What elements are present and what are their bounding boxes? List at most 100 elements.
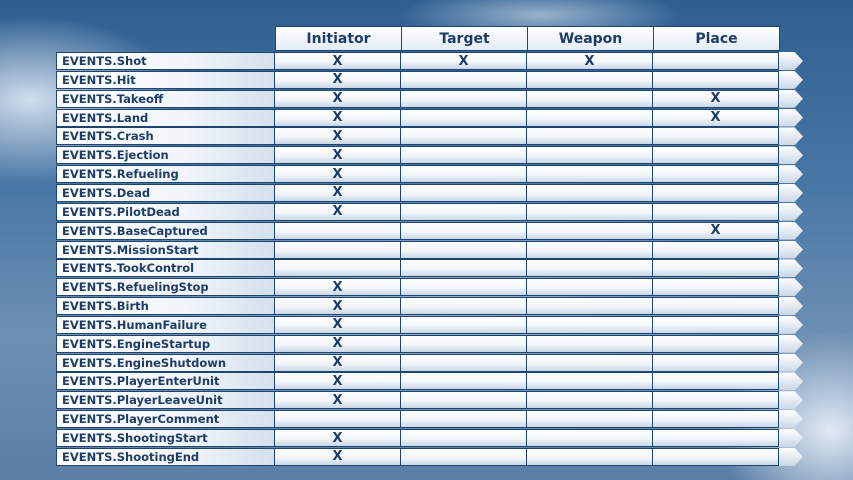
cell-initiator: X [275,89,401,108]
row-arrow-icon [779,146,803,165]
cell-weapon [527,89,653,108]
cell-initiator: X [275,52,401,70]
table-row: EVENTS.PlayerEnterUnit X [56,372,803,391]
event-name: EVENTS.Dead [56,183,275,202]
table-row: EVENTS.EngineStartup X [56,334,803,353]
row-arrow-icon [779,221,803,240]
table-row: EVENTS.Crash X [56,127,803,146]
row-arrow-icon [779,259,803,278]
cell-target [401,372,527,391]
table-row: EVENTS.PlayerLeaveUnit X [56,391,803,410]
table-row: EVENTS.ShootingEnd X [56,447,803,466]
row-arrow-icon [779,108,803,127]
cell-weapon [527,278,653,297]
cell-place [653,259,779,278]
cell-target [401,70,527,89]
cell-weapon [527,259,653,278]
cell-weapon [527,372,653,391]
cell-target [401,108,527,127]
event-name: EVENTS.PlayerComment [56,410,275,429]
cell-weapon [527,240,653,259]
table-row: EVENTS.RefuelingStop X [56,278,803,297]
cell-initiator: X [275,146,401,165]
cell-weapon [527,146,653,165]
cell-place: X [653,108,779,127]
cell-place [653,447,779,466]
cell-target [401,447,527,466]
cell-initiator [275,410,401,429]
cell-place [653,127,779,146]
table-row: EVENTS.EngineShutdown X [56,353,803,372]
event-name: EVENTS.RefuelingStop [56,278,275,297]
cell-target [401,240,527,259]
row-arrow-icon [779,240,803,259]
event-name: EVENTS.TookControl [56,259,275,278]
cell-target [401,221,527,240]
cell-target [401,410,527,429]
row-arrow-icon [779,353,803,372]
cell-weapon [527,297,653,316]
table-row: EVENTS.PilotDead X [56,202,803,221]
event-name: EVENTS.PilotDead [56,202,275,221]
cell-initiator [275,221,401,240]
cell-target [401,353,527,372]
row-arrow-icon [779,297,803,316]
row-arrow-icon [779,165,803,184]
table-row: EVENTS.PlayerComment [56,410,803,429]
cell-weapon [527,410,653,429]
table-row: EVENTS.Hit X [56,70,803,89]
column-header-target: Target [401,26,528,51]
cell-weapon [527,391,653,410]
cell-place [653,183,779,202]
cell-initiator: X [275,334,401,353]
table-row: EVENTS.MissionStart [56,240,803,259]
cell-initiator: X [275,278,401,297]
cell-place [653,391,779,410]
cell-weapon [527,429,653,447]
cell-weapon [527,127,653,146]
event-name: EVENTS.Land [56,108,275,127]
cell-place [653,52,779,70]
cell-weapon [527,183,653,202]
event-name: EVENTS.Shot [56,52,275,70]
cell-initiator: X [275,202,401,221]
cell-target [401,315,527,334]
event-name: EVENTS.MissionStart [56,240,275,259]
table-row: EVENTS.HumanFailure X [56,315,803,334]
cell-initiator: X [275,183,401,202]
event-name: EVENTS.Birth [56,297,275,316]
cell-target [401,297,527,316]
cell-place [653,315,779,334]
event-name: EVENTS.Ejection [56,146,275,165]
event-name: EVENTS.ShootingStart [56,429,275,447]
table-row: EVENTS.ShootingStart X [56,429,803,447]
cell-weapon [527,353,653,372]
event-name: EVENTS.PlayerLeaveUnit [56,391,275,410]
row-arrow-icon [779,391,803,410]
event-name: EVENTS.BaseCaptured [56,221,275,240]
row-arrow-icon [779,70,803,89]
cell-initiator: X [275,429,401,447]
table-row: EVENTS.TookControl [56,259,803,278]
row-arrow-icon [779,315,803,334]
cell-weapon [527,315,653,334]
cell-initiator [275,259,401,278]
row-arrow-icon [779,127,803,146]
cell-weapon [527,108,653,127]
cell-target [401,89,527,108]
cell-place [653,297,779,316]
table-row: EVENTS.Ejection X [56,146,803,165]
row-arrow-icon [779,334,803,353]
table-row: EVENTS.Birth X [56,297,803,316]
cell-weapon [527,70,653,89]
cell-weapon [527,202,653,221]
event-name: EVENTS.ShootingEnd [56,447,275,466]
table-row: EVENTS.Land X X [56,108,803,127]
cell-target [401,278,527,297]
cell-initiator: X [275,391,401,410]
table-row: EVENTS.BaseCaptured X [56,221,803,240]
cell-initiator: X [275,447,401,466]
row-arrow-icon [779,447,803,466]
cell-initiator: X [275,372,401,391]
cell-weapon: X [527,52,653,70]
